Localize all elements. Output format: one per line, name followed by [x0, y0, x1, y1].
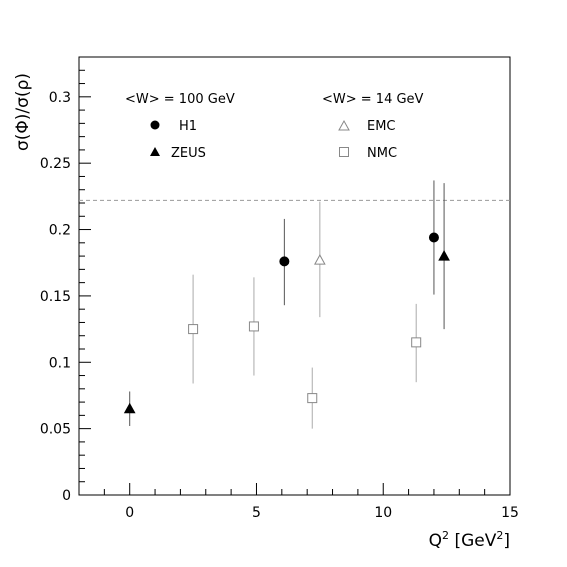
- data-point-zeus: [438, 250, 450, 261]
- x-tick-label: 5: [252, 505, 261, 521]
- legend-header-14gev: <W> = 14 GeV: [322, 92, 424, 107]
- x-axis-title-unit-close: ]: [503, 531, 510, 551]
- x-tick-label: 15: [501, 505, 519, 521]
- data-point-h1: [428, 232, 439, 243]
- data-point-nmc: [248, 321, 259, 332]
- data-point-emc: [314, 254, 326, 265]
- x-axis-title: Q2 [GeV2]: [429, 529, 510, 551]
- y-tick-label: 0.25: [40, 156, 71, 172]
- legend-label-zeus: ZEUS: [171, 146, 206, 161]
- x-tick-label: 0: [125, 505, 134, 521]
- data-point-zeus: [123, 402, 136, 414]
- data-point-nmc: [411, 337, 422, 348]
- x-axis-title-sup: 2: [442, 529, 449, 542]
- x-axis-title-unit: [GeV: [449, 531, 497, 551]
- plot-frame: [78, 56, 511, 496]
- legend-label-emc: EMC: [367, 119, 396, 134]
- legend: <W> = 100 GeV <W> = 14 GeV H1 ZEUS EMC N…: [125, 92, 424, 161]
- legend-marker-emc: [338, 119, 350, 131]
- legend-marker-zeus: [150, 147, 160, 156]
- y-tick-label: 0: [62, 488, 71, 504]
- y-tick-label: 0.3: [49, 90, 71, 106]
- legend-label-h1: H1: [179, 119, 197, 134]
- legend-label-nmc: NMC: [367, 146, 397, 161]
- x-axis-title-unit-sup: 2: [496, 529, 503, 542]
- y-axis-title: σ(Φ)/σ(ρ): [13, 73, 33, 151]
- x-axis-title-main: Q: [429, 531, 442, 551]
- x-tick-label: 10: [374, 505, 392, 521]
- y-tick-label: 0.15: [40, 289, 71, 305]
- data-point-nmc: [307, 393, 318, 404]
- legend-header-100gev: <W> = 100 GeV: [125, 92, 235, 107]
- data-point-nmc: [188, 324, 199, 335]
- legend-marker-h1: [150, 120, 160, 130]
- data-point-h1: [279, 256, 290, 267]
- y-tick-label: 0.2: [49, 223, 71, 239]
- y-tick-label: 0.05: [40, 422, 71, 438]
- y-tick-label: 0.1: [49, 355, 71, 371]
- legend-marker-nmc: [339, 147, 349, 157]
- plot-area: 0 5 10 15 0 0.05 0.1 0.15 0.2 0.25 0.3: [40, 56, 519, 521]
